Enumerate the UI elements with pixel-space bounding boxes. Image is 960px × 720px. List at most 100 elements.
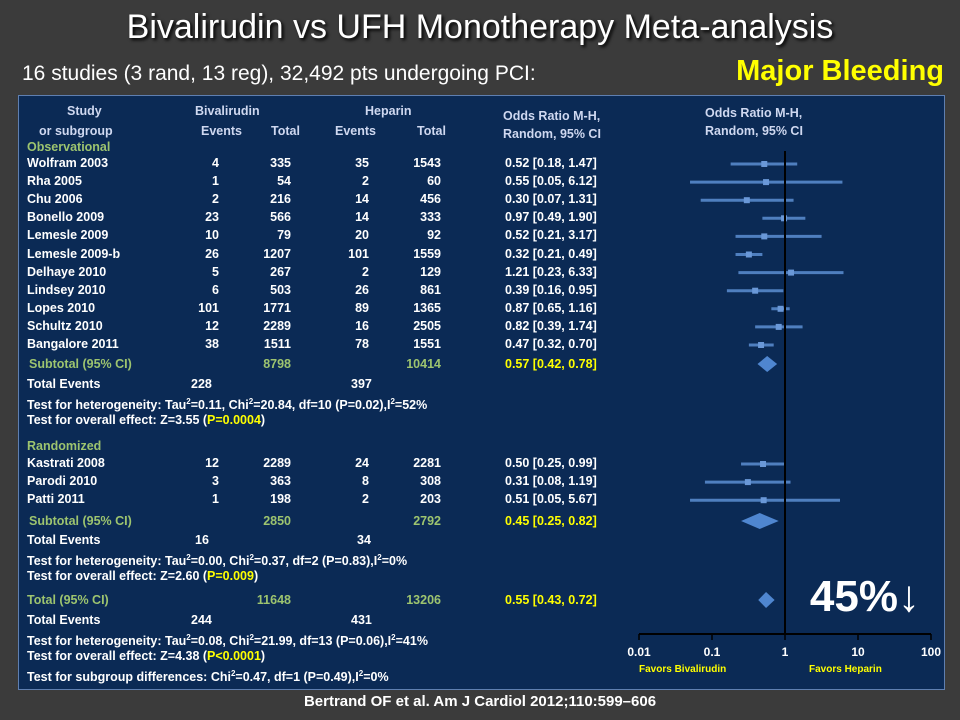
subtotal-rand-ci: 0.45 [0.25, 0.82] bbox=[505, 514, 597, 528]
header-study: Study bbox=[67, 104, 102, 118]
header-subgroup: or subgroup bbox=[39, 124, 113, 138]
study-name: Lindsey 2010 bbox=[27, 282, 106, 297]
study-name: Chu 2006 bbox=[27, 192, 83, 207]
section-randomized: Randomized bbox=[27, 439, 102, 453]
pooled-diamond bbox=[757, 356, 778, 372]
study-ht: 456 bbox=[420, 192, 441, 207]
study-ci: 0.47 [0.32, 0.70] bbox=[505, 337, 597, 351]
total-overall-effect: Test for overall effect: Z=4.38 (P<0.000… bbox=[27, 649, 266, 663]
study-ht: 60 bbox=[427, 174, 441, 189]
study-ci: 0.97 [0.49, 1.90] bbox=[505, 210, 597, 225]
header-biv-total: Total bbox=[271, 124, 300, 138]
pooled-diamond bbox=[741, 513, 779, 529]
total-hep-total: 13206 bbox=[406, 593, 441, 607]
total-events-hep: 431 bbox=[351, 613, 372, 627]
study-ht: 2505 bbox=[413, 318, 441, 333]
study-name: Rha 2005 bbox=[27, 174, 82, 189]
header-or-col1: Odds Ratio M-H, bbox=[503, 109, 601, 123]
study-he: 35 bbox=[355, 156, 369, 170]
study-he: 14 bbox=[355, 210, 369, 225]
study-he: 89 bbox=[355, 300, 369, 315]
rand-events-hep: 34 bbox=[357, 533, 371, 547]
study-he: 2 bbox=[362, 264, 369, 279]
favors-bivalirudin-label: Favors Bivalirudin bbox=[639, 664, 727, 675]
citation: Bertrand OF et al. Am J Cardiol 2012;110… bbox=[303, 693, 657, 710]
header-bivalirudin: Bivalirudin bbox=[195, 104, 260, 118]
header-biv-events: Events bbox=[201, 124, 242, 138]
study-bt: 79 bbox=[277, 228, 291, 243]
study-point bbox=[788, 269, 795, 276]
study-bt: 2289 bbox=[263, 456, 291, 470]
study-ci: 0.31 [0.08, 1.19] bbox=[505, 474, 597, 489]
subtotal-obs-hep-total: 10414 bbox=[406, 357, 441, 371]
slide-subtitle: 16 studies (3 rand, 13 reg), 32,492 pts … bbox=[22, 62, 536, 85]
study-name: Bangalore 2011 bbox=[27, 337, 119, 351]
study-be: 10 bbox=[205, 228, 219, 243]
reduction-callout: 45%↓ bbox=[809, 572, 920, 621]
study-name: Bonello 2009 bbox=[27, 210, 105, 225]
study-name: Lemesle 2009 bbox=[27, 228, 109, 243]
study-he: 20 bbox=[355, 228, 369, 243]
study-point bbox=[761, 161, 768, 167]
total-biv-total: 11648 bbox=[256, 593, 291, 607]
study-ht: 203 bbox=[420, 492, 441, 507]
study-bt: 503 bbox=[270, 282, 291, 297]
header-hep-events: Events bbox=[335, 124, 376, 138]
x-tick-label: 0.1 bbox=[704, 645, 721, 659]
study-bt: 198 bbox=[270, 492, 291, 507]
study-he: 2 bbox=[362, 174, 369, 189]
rand-events-label: Total Events bbox=[27, 533, 101, 547]
rand-overall-effect: Test for overall effect: Z=2.60 (P=0.009… bbox=[27, 569, 259, 583]
study-name: Lemesle 2009-b bbox=[27, 246, 121, 261]
study-point bbox=[744, 479, 751, 486]
section-observational: Observational bbox=[27, 140, 111, 154]
x-tick-label: 100 bbox=[921, 645, 941, 659]
study-ht: 2281 bbox=[413, 456, 441, 470]
study-point bbox=[761, 233, 768, 240]
subtotal-rand-label: Subtotal (95% CI) bbox=[29, 514, 132, 528]
study-ci: 0.55 [0.05, 6.12] bbox=[505, 174, 597, 189]
study-name: Lopes 2010 bbox=[27, 300, 96, 315]
obs-events-hep: 397 bbox=[351, 377, 372, 391]
study-point bbox=[758, 342, 765, 348]
study-name: Kastrati 2008 bbox=[27, 456, 105, 470]
obs-events-biv: 228 bbox=[191, 377, 212, 391]
pooled-diamond bbox=[758, 592, 775, 608]
study-he: 2 bbox=[362, 492, 369, 507]
study-be: 26 bbox=[205, 246, 219, 261]
study-be: 4 bbox=[212, 156, 219, 170]
study-ht: 92 bbox=[427, 228, 441, 243]
study-ci: 0.52 [0.18, 1.47] bbox=[505, 156, 597, 170]
study-be: 1 bbox=[212, 492, 219, 507]
study-name: Wolfram 2003 bbox=[27, 156, 109, 170]
x-tick-label: 10 bbox=[851, 645, 865, 659]
x-tick-label: 1 bbox=[782, 645, 789, 659]
study-be: 1 bbox=[212, 174, 219, 189]
study-ht: 1365 bbox=[413, 300, 441, 315]
study-point bbox=[760, 497, 767, 504]
study-point bbox=[745, 251, 752, 258]
study-ht: 308 bbox=[420, 474, 441, 489]
study-name: Patti 2011 bbox=[27, 492, 85, 507]
study-bt: 363 bbox=[270, 474, 291, 489]
study-be: 23 bbox=[205, 210, 219, 225]
study-he: 14 bbox=[355, 192, 369, 207]
study-ht: 1551 bbox=[413, 337, 441, 351]
study-ci: 0.87 [0.65, 1.16] bbox=[505, 300, 597, 315]
header-plot1: Odds Ratio M-H, bbox=[705, 106, 803, 120]
study-ci: 0.50 [0.25, 0.99] bbox=[505, 456, 597, 470]
study-be: 5 bbox=[212, 264, 219, 279]
subtotal-obs-label: Subtotal (95% CI) bbox=[29, 357, 132, 371]
study-bt: 2289 bbox=[263, 318, 291, 333]
study-ci: 0.32 [0.21, 0.49] bbox=[505, 246, 597, 261]
subtotal-obs-biv-total: 8798 bbox=[263, 357, 291, 371]
study-be: 3 bbox=[212, 474, 219, 489]
study-be: 38 bbox=[205, 337, 219, 351]
obs-heterogeneity: Test for heterogeneity: Tau2=0.11, Chi2=… bbox=[27, 397, 428, 413]
study-bt: 267 bbox=[270, 264, 291, 279]
x-tick-label: 0.01 bbox=[627, 645, 651, 659]
study-he: 101 bbox=[348, 246, 369, 261]
header-hep-total: Total bbox=[417, 124, 446, 138]
study-point bbox=[752, 287, 759, 294]
obs-events-label: Total Events bbox=[27, 377, 101, 391]
